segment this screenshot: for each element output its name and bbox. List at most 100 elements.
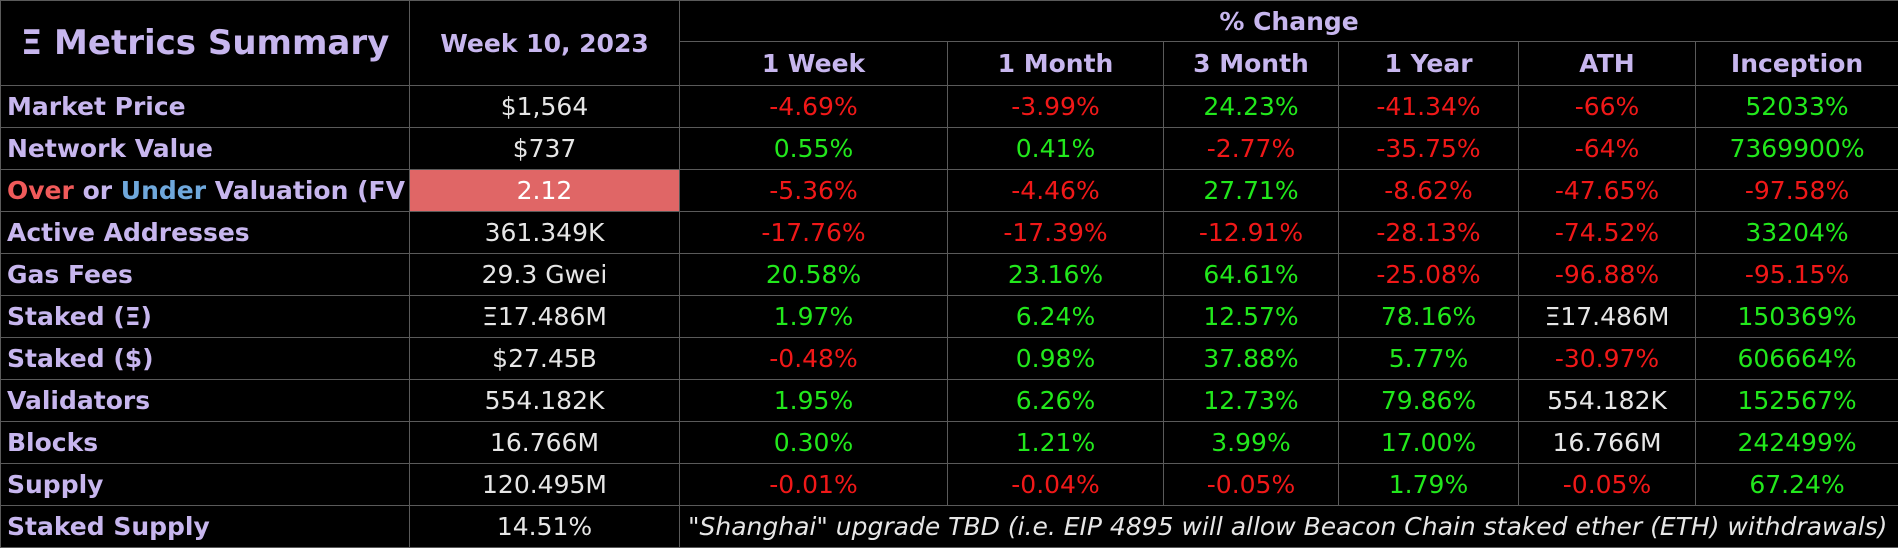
change-cell: -3.99% xyxy=(947,85,1164,128)
row-label: Staked ($) xyxy=(0,337,410,380)
row-value: $737 xyxy=(409,127,680,170)
change-cell: Ξ17.486M xyxy=(1518,295,1696,338)
row-value: 16.766M xyxy=(409,421,680,464)
change-cell: 16.766M xyxy=(1518,421,1696,464)
row-label: Supply xyxy=(0,463,410,506)
change-cell: 7369900% xyxy=(1694,127,1898,170)
change-cell: 12.57% xyxy=(1163,295,1339,338)
change-cell: 554.182K xyxy=(1518,379,1696,422)
change-cell: -4.69% xyxy=(679,85,948,128)
change-cell: -47.65% xyxy=(1518,169,1696,212)
change-cell: 67.24% xyxy=(1694,463,1898,506)
change-cell: -0.05% xyxy=(1163,463,1339,506)
row-label: Blocks xyxy=(0,421,410,464)
change-cell: 79.86% xyxy=(1338,379,1519,422)
col-header-3-month: 3 Month xyxy=(1163,41,1339,86)
pct-change-header: % Change xyxy=(678,0,1898,43)
under-label: Under xyxy=(120,176,207,205)
change-cell: 23.16% xyxy=(947,253,1164,296)
change-cell: -12.91% xyxy=(1163,211,1339,254)
change-cell: -95.15% xyxy=(1694,253,1898,296)
change-cell: -64% xyxy=(1518,127,1696,170)
change-cell: -2.77% xyxy=(1163,127,1339,170)
row-value: 361.349K xyxy=(409,211,680,254)
eth-symbol: Ξ xyxy=(20,23,43,63)
change-cell: 5.77% xyxy=(1338,337,1519,380)
table-row: Staked ($) $27.45B -0.48% 0.98% 37.88% 5… xyxy=(0,337,1898,380)
col-header-1-month: 1 Month xyxy=(947,41,1164,86)
change-cell: 0.55% xyxy=(679,127,948,170)
title-text: Metrics Summary xyxy=(54,23,390,63)
table-row: Supply 120.495M -0.01% -0.04% -0.05% 1.7… xyxy=(0,463,1898,506)
table-row: Over or Under Valuation (FV = 1) 2.12 -5… xyxy=(0,169,1898,212)
change-cell: 27.71% xyxy=(1163,169,1339,212)
col-header-1-week: 1 Week xyxy=(679,41,948,86)
row-value: 554.182K xyxy=(409,379,680,422)
change-cell: 64.61% xyxy=(1163,253,1339,296)
change-cell: -0.04% xyxy=(947,463,1164,506)
change-cell: -0.01% xyxy=(679,463,948,506)
change-cell: 606664% xyxy=(1694,337,1898,380)
change-cell: -66% xyxy=(1518,85,1696,128)
change-cell: 0.30% xyxy=(679,421,948,464)
change-cell: -0.48% xyxy=(679,337,948,380)
shanghai-note: "Shanghai" upgrade TBD (i.e. EIP 4895 wi… xyxy=(678,505,1898,548)
table-row: Blocks 16.766M 0.30% 1.21% 3.99% 17.00% … xyxy=(0,421,1898,464)
change-cell: 3.99% xyxy=(1163,421,1339,464)
table-row: Active Addresses 361.349K -17.76% -17.39… xyxy=(0,211,1898,254)
change-cell: 242499% xyxy=(1694,421,1898,464)
row-label: Network Value xyxy=(0,127,410,170)
table-row: Staked (Ξ) Ξ17.486M 1.97% 6.24% 12.57% 7… xyxy=(0,295,1898,338)
change-cell: -74.52% xyxy=(1518,211,1696,254)
change-cell: 1.21% xyxy=(947,421,1164,464)
change-cell: 6.26% xyxy=(947,379,1164,422)
row-value: $27.45B xyxy=(409,337,680,380)
change-cell: -5.36% xyxy=(679,169,948,212)
row-label: Active Addresses xyxy=(0,211,410,254)
change-cell: 150369% xyxy=(1694,295,1898,338)
change-cell: 6.24% xyxy=(947,295,1164,338)
row-label: Staked (Ξ) xyxy=(0,295,410,338)
change-cell: -17.39% xyxy=(947,211,1164,254)
valuation-rest-label: Valuation (FV = 1) xyxy=(214,176,409,205)
change-cell: 17.00% xyxy=(1338,421,1519,464)
table-row: Market Price $1,564 -4.69% -3.99% 24.23%… xyxy=(0,85,1898,128)
row-label: Market Price xyxy=(0,85,410,128)
change-cell: -35.75% xyxy=(1338,127,1519,170)
change-cell: 37.88% xyxy=(1163,337,1339,380)
col-header-1-year: 1 Year xyxy=(1338,41,1519,86)
change-cell: 0.98% xyxy=(947,337,1164,380)
change-cell: -96.88% xyxy=(1518,253,1696,296)
change-cell: 24.23% xyxy=(1163,85,1339,128)
change-cell: -25.08% xyxy=(1338,253,1519,296)
change-cell: -97.58% xyxy=(1694,169,1898,212)
change-cell: 1.95% xyxy=(679,379,948,422)
valuation-label: Over or Under Valuation (FV = 1) xyxy=(0,169,410,212)
change-cell: -41.34% xyxy=(1338,85,1519,128)
change-cell: 52033% xyxy=(1694,85,1898,128)
table-row: Validators 554.182K 1.95% 6.26% 12.73% 7… xyxy=(0,379,1898,422)
change-cell: -4.46% xyxy=(947,169,1164,212)
col-header-ath: ATH xyxy=(1518,41,1696,86)
change-cell: -0.05% xyxy=(1518,463,1696,506)
row-value: 29.3 Gwei xyxy=(409,253,680,296)
change-cell: 12.73% xyxy=(1163,379,1339,422)
change-cell: 0.41% xyxy=(947,127,1164,170)
table-title: Ξ Metrics Summary xyxy=(0,0,410,86)
valuation-value: 2.12 xyxy=(409,169,680,212)
change-cell: 1.97% xyxy=(679,295,948,338)
row-value: $1,564 xyxy=(409,85,680,128)
table-row: Network Value $737 0.55% 0.41% -2.77% -3… xyxy=(0,127,1898,170)
change-cell: -8.62% xyxy=(1338,169,1519,212)
change-cell: 1.79% xyxy=(1338,463,1519,506)
change-cell: 152567% xyxy=(1694,379,1898,422)
change-cell: -28.13% xyxy=(1338,211,1519,254)
row-label: Validators xyxy=(0,379,410,422)
change-cell: 20.58% xyxy=(679,253,948,296)
change-cell: 78.16% xyxy=(1338,295,1519,338)
row-label: Staked Supply xyxy=(0,505,410,548)
change-cell: -17.76% xyxy=(679,211,948,254)
change-cell: -30.97% xyxy=(1518,337,1696,380)
row-value: 14.51% xyxy=(409,505,680,548)
table-row: Gas Fees 29.3 Gwei 20.58% 23.16% 64.61% … xyxy=(0,253,1898,296)
